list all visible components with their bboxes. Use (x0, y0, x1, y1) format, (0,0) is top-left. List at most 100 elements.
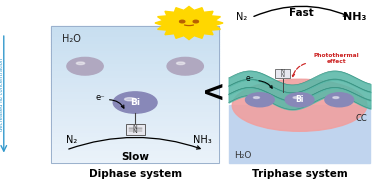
Bar (51, 67, 219, 69)
Text: CC: CC (356, 114, 367, 123)
Circle shape (167, 57, 203, 75)
Bar (51, 42, 219, 44)
Bar (51, 101, 219, 103)
Text: Bi: Bi (130, 98, 140, 107)
Bar (51, 60, 219, 62)
FancyBboxPatch shape (275, 69, 290, 78)
Bar (51, 26, 219, 28)
Bar (51, 94, 219, 97)
Circle shape (180, 20, 185, 23)
Bar (51, 119, 219, 122)
Bar (51, 62, 219, 65)
Bar (51, 28, 219, 30)
Bar (51, 71, 219, 74)
Ellipse shape (293, 97, 299, 98)
Bar (51, 92, 219, 94)
Bar (51, 126, 219, 129)
FancyArrowPatch shape (254, 6, 347, 16)
Bar (51, 85, 219, 87)
Text: Photothermal
effect: Photothermal effect (313, 53, 359, 64)
Bar (51, 158, 219, 161)
Text: Bi: Bi (295, 95, 304, 104)
Text: N: N (280, 73, 285, 78)
Bar (51, 122, 219, 124)
Ellipse shape (232, 79, 367, 131)
Bar (51, 87, 219, 90)
Bar (51, 142, 219, 145)
Bar (51, 140, 219, 142)
Circle shape (325, 93, 353, 107)
Bar (51, 135, 219, 138)
Bar (51, 33, 219, 35)
Text: Slow: Slow (121, 152, 149, 162)
Text: NH₃: NH₃ (193, 135, 212, 145)
Bar (229, 105, 370, 163)
Text: e⁻: e⁻ (246, 74, 255, 83)
Bar (51, 117, 219, 119)
Bar (51, 108, 219, 110)
Polygon shape (155, 6, 223, 40)
Text: Fast: Fast (289, 8, 314, 18)
Bar (51, 149, 219, 151)
Circle shape (285, 93, 314, 107)
Ellipse shape (333, 97, 339, 98)
Ellipse shape (253, 97, 259, 98)
Text: Diphase system: Diphase system (88, 169, 182, 179)
Bar (51, 115, 219, 117)
Bar (51, 26, 219, 163)
Bar (51, 83, 219, 85)
Circle shape (193, 20, 198, 23)
Bar (51, 74, 219, 76)
FancyArrowPatch shape (110, 100, 124, 108)
Bar (51, 124, 219, 126)
FancyArrowPatch shape (259, 81, 272, 88)
Bar (51, 131, 219, 133)
Bar (51, 106, 219, 108)
FancyArrowPatch shape (292, 63, 305, 77)
Ellipse shape (125, 98, 135, 101)
FancyArrowPatch shape (69, 137, 200, 149)
Bar (51, 103, 219, 106)
Bar (51, 99, 219, 101)
Text: N₂: N₂ (236, 13, 248, 22)
Bar (51, 138, 219, 140)
Bar (51, 145, 219, 147)
Bar (51, 147, 219, 149)
Circle shape (246, 93, 274, 107)
Text: N: N (133, 125, 138, 130)
Bar (51, 55, 219, 58)
Bar (51, 40, 219, 42)
Bar (51, 133, 219, 135)
Bar (51, 37, 219, 40)
Text: N₂: N₂ (66, 135, 77, 145)
Ellipse shape (76, 62, 85, 65)
Bar (51, 76, 219, 78)
Bar (51, 35, 219, 37)
Bar (51, 151, 219, 154)
Bar (51, 90, 219, 92)
Circle shape (166, 12, 212, 34)
Text: H₂O: H₂O (234, 151, 252, 160)
Bar (51, 53, 219, 55)
Bar (51, 97, 219, 99)
Text: decreased N₂ concentration: decreased N₂ concentration (0, 58, 5, 131)
Text: <: < (202, 79, 225, 107)
Bar (51, 156, 219, 158)
Text: Triphase system: Triphase system (252, 169, 347, 179)
Circle shape (67, 57, 103, 75)
Ellipse shape (177, 62, 185, 65)
Bar (51, 30, 219, 33)
Text: N: N (280, 69, 285, 74)
Text: NH₃: NH₃ (343, 13, 367, 22)
Bar (51, 51, 219, 53)
Bar (51, 110, 219, 113)
Bar (51, 161, 219, 163)
Bar (51, 58, 219, 60)
Bar (51, 46, 219, 49)
FancyBboxPatch shape (125, 124, 144, 135)
Bar (51, 69, 219, 71)
Bar (51, 49, 219, 51)
Bar (51, 44, 219, 46)
Bar (51, 113, 219, 115)
Text: N: N (133, 129, 138, 134)
